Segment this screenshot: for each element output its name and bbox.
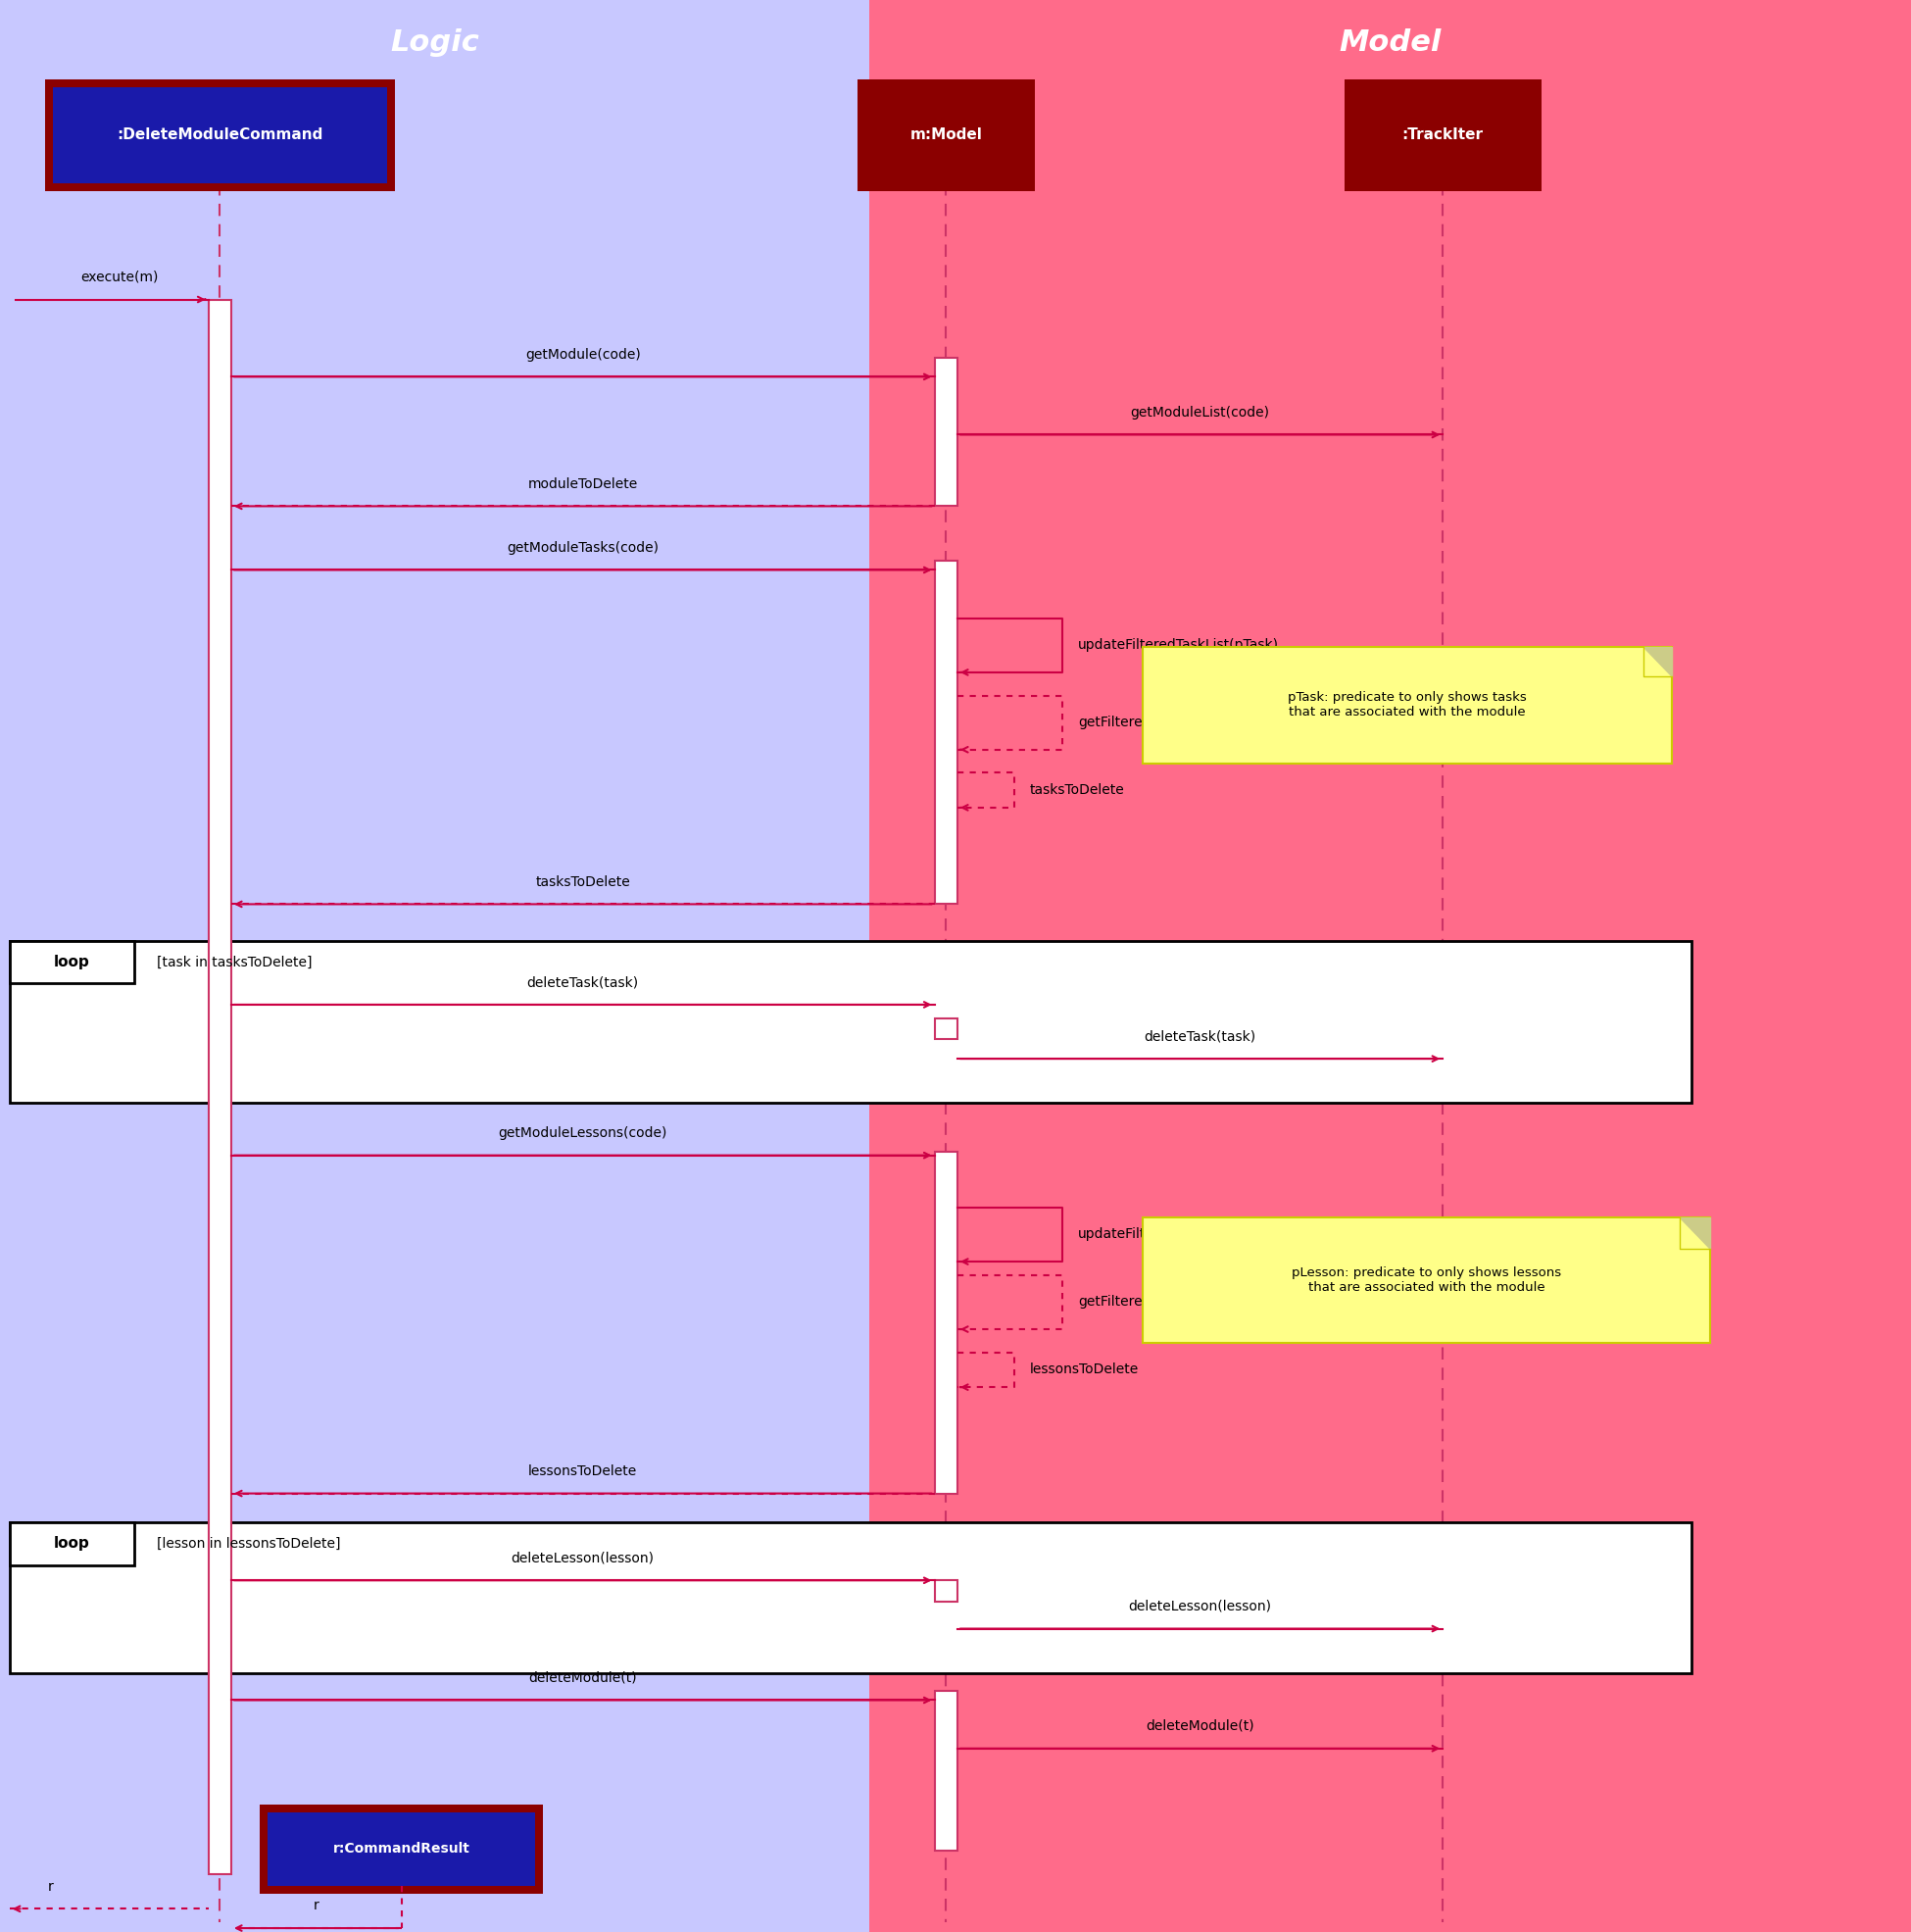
Text: moduleToDelete: moduleToDelete xyxy=(527,477,638,491)
Text: lessonsToDelete: lessonsToDelete xyxy=(1030,1362,1139,1378)
Bar xyxy=(934,1580,957,1602)
Text: deleteModule(t): deleteModule(t) xyxy=(1147,1719,1254,1733)
Text: updateFilteredTaskList(pTask): updateFilteredTaskList(pTask) xyxy=(1078,638,1278,653)
Text: deleteTask(task): deleteTask(task) xyxy=(1145,1030,1256,1043)
Text: deleteTask(task): deleteTask(task) xyxy=(527,976,638,989)
Bar xyxy=(934,1151,957,1493)
Text: getFilteredTaskList(pTask): getFilteredTaskList(pTask) xyxy=(1078,715,1254,730)
Text: updateFilteredLessonList(pLesson): updateFilteredLessonList(pLesson) xyxy=(1078,1227,1313,1242)
Text: deleteLesson(lesson): deleteLesson(lesson) xyxy=(512,1551,654,1565)
Bar xyxy=(864,87,1028,184)
Text: getModuleLessons(code): getModuleLessons(code) xyxy=(499,1126,667,1140)
Bar xyxy=(934,357,957,506)
Text: [task in tasksToDelete]: [task in tasksToDelete] xyxy=(157,954,311,970)
Text: tasksToDelete: tasksToDelete xyxy=(535,875,631,889)
Bar xyxy=(856,79,1036,191)
Text: getModuleTasks(code): getModuleTasks(code) xyxy=(506,541,659,554)
Text: r: r xyxy=(48,1880,54,1893)
Bar xyxy=(10,941,134,983)
Bar xyxy=(46,79,394,191)
Text: Model: Model xyxy=(1340,29,1441,56)
Text: getModuleList(code): getModuleList(code) xyxy=(1131,406,1269,419)
Bar xyxy=(934,1690,957,1851)
Bar xyxy=(268,1812,535,1886)
Text: :DeleteModuleCommand: :DeleteModuleCommand xyxy=(117,128,323,143)
Bar xyxy=(54,87,386,184)
Text: getModule(code): getModule(code) xyxy=(526,348,640,361)
Polygon shape xyxy=(1680,1217,1710,1248)
Bar xyxy=(870,0,1911,1932)
Text: loop: loop xyxy=(54,954,90,970)
Bar xyxy=(1353,87,1533,184)
Text: r: r xyxy=(313,1899,319,1913)
Polygon shape xyxy=(1643,647,1672,676)
Bar xyxy=(1345,79,1540,191)
Text: r:CommandResult: r:CommandResult xyxy=(333,1841,470,1857)
Text: loop: loop xyxy=(54,1536,90,1551)
Text: execute(m): execute(m) xyxy=(80,270,159,284)
Text: pLesson: predicate to only shows lessons
that are associated with the module: pLesson: predicate to only shows lessons… xyxy=(1292,1265,1561,1294)
Bar xyxy=(934,1018,957,1039)
Bar xyxy=(1143,647,1672,763)
Bar xyxy=(10,1522,134,1565)
Bar xyxy=(10,941,1691,1103)
Text: deleteLesson(lesson): deleteLesson(lesson) xyxy=(1129,1600,1271,1613)
Text: Logic: Logic xyxy=(390,29,480,56)
Bar xyxy=(1143,1217,1710,1343)
Bar xyxy=(0,0,870,1932)
Text: lessonsToDelete: lessonsToDelete xyxy=(527,1464,638,1478)
Bar xyxy=(10,1522,1691,1673)
Bar xyxy=(208,299,231,1874)
Text: pTask: predicate to only shows tasks
that are associated with the module: pTask: predicate to only shows tasks tha… xyxy=(1288,692,1527,719)
Text: :TrackIter: :TrackIter xyxy=(1403,128,1483,143)
Bar xyxy=(934,560,957,904)
Text: m:Model: m:Model xyxy=(910,128,982,143)
Bar xyxy=(260,1804,543,1893)
Text: tasksToDelete: tasksToDelete xyxy=(1030,782,1126,798)
Text: [lesson in lessonsToDelete]: [lesson in lessonsToDelete] xyxy=(157,1536,340,1551)
Text: deleteModule(t): deleteModule(t) xyxy=(529,1671,636,1685)
Text: getFilteredLessonList(pLesson): getFilteredLessonList(pLesson) xyxy=(1078,1294,1286,1310)
